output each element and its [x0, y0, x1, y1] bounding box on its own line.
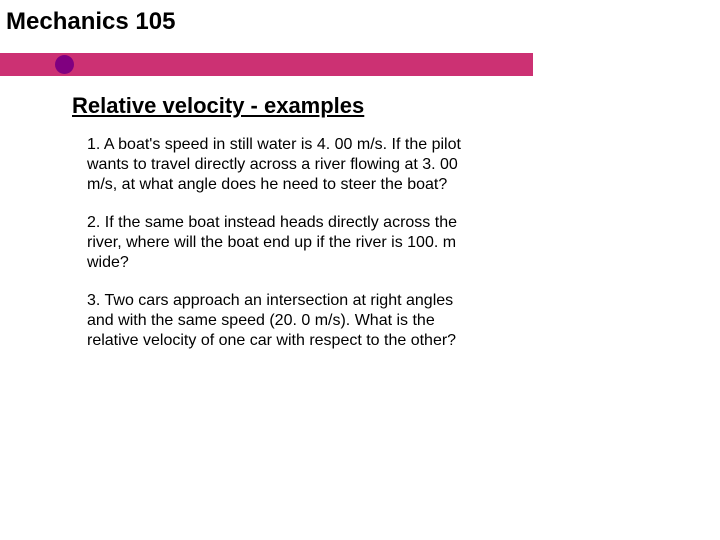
bullet-dot	[55, 55, 74, 74]
paragraph: 1. A boat's speed in still water is 4. 0…	[87, 135, 467, 195]
slide: Mechanics 105 Relative velocity - exampl…	[0, 0, 720, 540]
accent-bar	[0, 53, 533, 76]
body-text: 1. A boat's speed in still water is 4. 0…	[87, 135, 467, 369]
paragraph: 2. If the same boat instead heads direct…	[87, 213, 467, 273]
paragraph: 3. Two cars approach an intersection at …	[87, 291, 467, 351]
slide-subtitle: Relative velocity - examples	[72, 93, 364, 119]
course-title: Mechanics 105	[6, 8, 175, 36]
